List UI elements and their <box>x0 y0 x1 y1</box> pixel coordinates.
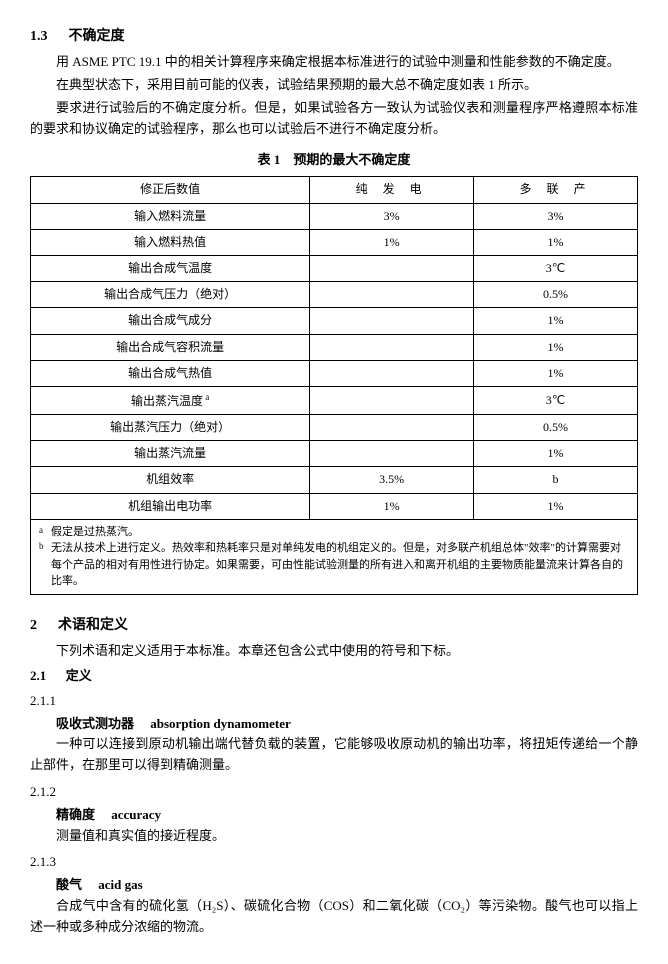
table-row: 输出合成气成分 1% <box>31 308 638 334</box>
table-cell: 输入燃料热值 <box>31 229 310 255</box>
term: 吸收式测功器 absorption dynamometer 一种可以连接到原动机… <box>30 714 638 776</box>
term-zh: 酸气 <box>56 877 82 892</box>
table-cell: 1% <box>474 229 638 255</box>
term-en: acid gas <box>98 877 142 892</box>
term-en: absorption dynamometer <box>150 716 290 731</box>
table-cell: 3℃ <box>474 255 638 281</box>
table-cell: 1% <box>474 493 638 519</box>
uncertainty-table: 修正后数值 纯 发 电 多 联 产 输入燃料流量3%3%输入燃料热值1%1%输出… <box>30 176 638 519</box>
term: 精确度 accuracy 测量值和真实值的接近程度。 <box>30 805 638 847</box>
table-cell: 输出合成气温度 <box>31 255 310 281</box>
term-number: 2.1.1 <box>30 691 638 712</box>
table-footnotes: a 假定是过热蒸汽。 b 无法从技术上进行定义。热效率和热耗率只是对单纯发电的机… <box>30 520 638 595</box>
table-cell: 输出蒸汽流量 <box>31 441 310 467</box>
table-row: 机组输出电功率1%1% <box>31 493 638 519</box>
table-cell: 3% <box>474 203 638 229</box>
table-cell: 1% <box>310 493 474 519</box>
table-cell: 输出蒸汽压力（绝对） <box>31 415 310 441</box>
table-cell: 3.5% <box>310 467 474 493</box>
table-header-cell: 纯 发 电 <box>310 177 474 203</box>
table-cell: 1% <box>474 360 638 386</box>
table-cell <box>310 441 474 467</box>
table-cell: 输入燃料流量 <box>31 203 310 229</box>
table-cell: 输出蒸汽温度 a <box>31 386 310 414</box>
table-row: 输出蒸汽流量 1% <box>31 441 638 467</box>
table-cell: 输出合成气压力（绝对） <box>31 282 310 308</box>
term-title: 酸气 acid gas <box>30 875 638 896</box>
term-title: 精确度 accuracy <box>30 805 638 826</box>
section-number: 2 <box>30 618 37 633</box>
table-cell <box>310 386 474 414</box>
table-row: 输出合成气热值 1% <box>31 360 638 386</box>
term-zh: 吸收式测功器 <box>56 716 134 731</box>
table-cell: 3% <box>310 203 474 229</box>
table-cell: 0.5% <box>474 415 638 441</box>
section-number: 1.3 <box>30 29 48 44</box>
table-row: 输入燃料热值1%1% <box>31 229 638 255</box>
term-definition: 测量值和真实值的接近程度。 <box>30 826 638 847</box>
term-definition: 一种可以连接到原动机输出端代替负载的装置，它能够吸收原动机的输出功率，将扭矩传递… <box>30 734 638 776</box>
table-cell: 机组效率 <box>31 467 310 493</box>
paragraph: 要求进行试验后的不确定度分析。但是，如果试验各方一致认为试验仪表和测量程序严格遵… <box>30 98 638 140</box>
term-en: accuracy <box>111 807 161 822</box>
term-number: 2.1.3 <box>30 852 638 873</box>
table-cell: 0.5% <box>474 282 638 308</box>
section-1-3-heading: 1.3 不确定度 <box>30 26 638 48</box>
footnote-a: a 假定是过热蒸汽。 <box>39 524 629 541</box>
paragraph: 用 ASME PTC 19.1 中的相关计算程序来确定根据本标准进行的试验中测量… <box>30 52 638 73</box>
table-header-row: 修正后数值 纯 发 电 多 联 产 <box>31 177 638 203</box>
section-number: 2.1 <box>30 668 46 683</box>
footnote-mark: b <box>39 540 51 590</box>
section-title: 不确定度 <box>69 29 125 44</box>
table-row: 输出蒸汽温度 a 3℃ <box>31 386 638 414</box>
term-number: 2.1.2 <box>30 782 638 803</box>
table-header-cell: 多 联 产 <box>474 177 638 203</box>
table-cell <box>310 360 474 386</box>
footnote-b: b 无法从技术上进行定义。热效率和热耗率只是对单纯发电的机组定义的。但是，对多联… <box>39 540 629 590</box>
table-cell <box>310 415 474 441</box>
footnote-text: 无法从技术上进行定义。热效率和热耗率只是对单纯发电的机组定义的。但是，对多联产机… <box>51 540 629 590</box>
table-cell: 输出合成气成分 <box>31 308 310 334</box>
table-cell: 输出合成气热值 <box>31 360 310 386</box>
table-header-cell: 修正后数值 <box>31 177 310 203</box>
term: 酸气 acid gas 合成气中含有的硫化氢（H₂S）、碳硫化合物（COS）和二… <box>30 875 638 937</box>
table-cell: 输出合成气容积流量 <box>31 334 310 360</box>
section-title: 定义 <box>66 668 92 683</box>
table-cell <box>310 282 474 308</box>
term-title: 吸收式测功器 absorption dynamometer <box>30 714 638 735</box>
table-row: 机组效率3.5%b <box>31 467 638 493</box>
table-caption: 表 1 预期的最大不确定度 <box>30 150 638 171</box>
table-row: 输出合成气温度 3℃ <box>31 255 638 281</box>
table-cell: 机组输出电功率 <box>31 493 310 519</box>
table-cell: 1% <box>474 308 638 334</box>
table-cell <box>310 255 474 281</box>
term-zh: 精确度 <box>56 807 95 822</box>
table-row: 输出蒸汽压力（绝对） 0.5% <box>31 415 638 441</box>
footnote-text: 假定是过热蒸汽。 <box>51 524 629 541</box>
term-definition: 合成气中含有的硫化氢（H₂S）、碳硫化合物（COS）和二氧化碳（CO₂）等污染物… <box>30 896 638 938</box>
footnote-mark: a <box>39 524 51 541</box>
table-cell: b <box>474 467 638 493</box>
table-cell <box>310 334 474 360</box>
superscript-mark: a <box>203 392 209 402</box>
paragraph: 下列术语和定义适用于本标准。本章还包含公式中使用的符号和下标。 <box>30 641 638 662</box>
table-cell: 1% <box>310 229 474 255</box>
table-cell: 3℃ <box>474 386 638 414</box>
table-row: 输出合成气压力（绝对） 0.5% <box>31 282 638 308</box>
section-title: 术语和定义 <box>58 618 128 633</box>
table-cell <box>310 308 474 334</box>
section-2-heading: 2 术语和定义 <box>30 615 638 637</box>
paragraph: 在典型状态下，采用目前可能的仪表，试验结果预期的最大总不确定度如表 1 所示。 <box>30 75 638 96</box>
table-cell: 1% <box>474 441 638 467</box>
table-row: 输出合成气容积流量 1% <box>31 334 638 360</box>
section-2-1-heading: 2.1 定义 <box>30 666 638 687</box>
table-row: 输入燃料流量3%3% <box>31 203 638 229</box>
table-cell: 1% <box>474 334 638 360</box>
